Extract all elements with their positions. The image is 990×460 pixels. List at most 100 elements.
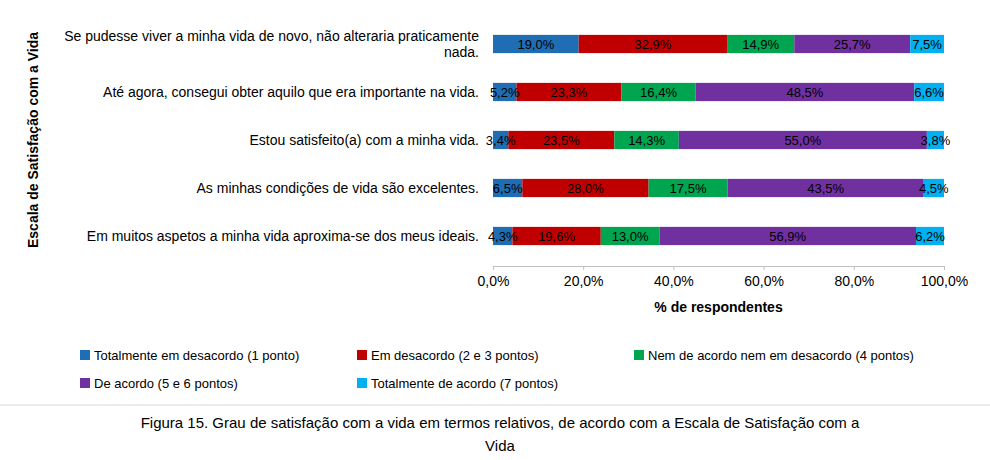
data-label: 56,9% [769, 229, 806, 244]
chart: 19,0% 5,2% 3,4% 6,5% 4,3% 32,9% 23,3% 23,5% 28,0… [0, 0, 990, 460]
data-label: 13,0% [612, 229, 649, 244]
tick-label: 40,0% [654, 273, 694, 289]
bars [493, 35, 944, 245]
tick-label: 0,0% [478, 273, 510, 289]
category-label: As minhas condições de vida são excelent… [197, 180, 480, 196]
data-label: 6,6% [914, 85, 944, 100]
bar [728, 179, 924, 197]
bar [727, 35, 794, 53]
data-label: 6,2% [915, 229, 945, 244]
bar [794, 35, 910, 53]
axis-line [493, 21, 494, 261]
bar [493, 179, 522, 197]
tick-mark [673, 266, 674, 270]
series-bars [659, 35, 926, 245]
axis-line [494, 267, 945, 271]
legend-item: Em desacordo (2 e 3 pontos) [357, 348, 539, 363]
bar [493, 35, 579, 53]
data-label: 23,5% [543, 133, 580, 148]
data-labels: 19,0% 5,2% 3,4% 6,5% 4,3% 32,9% 23,3% 23,5% 28,0… [486, 37, 951, 244]
tick: Se pudesse viver a minha vida de novo, n… [64, 28, 493, 61]
legend: Totalmente em desacordo (1 ponto) Em desa… [80, 348, 914, 391]
tick: Estou satisfeito(a) com a minha vida. [249, 132, 493, 148]
data-label: 19,6% [538, 229, 575, 244]
tick-mark [493, 266, 494, 270]
legend-swatch [357, 378, 367, 388]
bar [516, 83, 621, 101]
data-label: 3,8% [921, 133, 951, 148]
data-label: 19,0% [517, 37, 554, 52]
tick: 80,0% [834, 266, 874, 289]
bar [508, 131, 614, 149]
legend-label: Em desacordo (2 e 3 pontos) [371, 348, 539, 363]
bar [622, 83, 696, 101]
tick: 0,0% [478, 266, 510, 289]
legend-item: Totalmente em desacordo (1 ponto) [80, 348, 299, 363]
title: Figura 15. Grau de satisfação com a vida… [141, 414, 860, 454]
data-label: 6,5% [493, 181, 523, 196]
bar [601, 227, 660, 245]
data-label: 28,0% [567, 181, 604, 196]
bar [579, 35, 727, 53]
bar [649, 179, 728, 197]
legend-label: Totalmente de acordo (7 pontos) [371, 376, 558, 391]
legend-label: Totalmente em desacordo (1 ponto) [94, 348, 299, 363]
bar [695, 83, 914, 101]
legend-swatch [80, 378, 90, 388]
data-label: 23,3% [551, 85, 588, 100]
category-label: Em muitos aspetos a minha vida aproxima-… [87, 228, 479, 244]
legend-swatch [357, 350, 367, 360]
tick-label: 60,0% [744, 273, 784, 289]
tick-mark [854, 266, 855, 270]
bar [910, 35, 944, 53]
y-axis: Se pudesse viver a minha vida de novo, n… [64, 21, 493, 261]
tick-mark [764, 266, 765, 270]
tick-label: 100,0% [921, 273, 968, 289]
legend-item: Totalmente de acordo (7 pontos) [357, 376, 558, 391]
legend-swatch [80, 350, 90, 360]
bar [914, 83, 944, 101]
bar [614, 131, 678, 149]
data-label: 7,5% [912, 37, 942, 52]
bar [659, 227, 916, 245]
x-axis: 0,0% 20,0% 40,0% 60,0% 80,0% 100,0% [478, 266, 969, 289]
y-axis-title: Escala de Satisfação com a Vida [25, 32, 41, 248]
tick: 20,0% [564, 266, 604, 289]
tick-label: 80,0% [834, 273, 874, 289]
tick: 60,0% [744, 266, 784, 289]
legend-swatch [634, 350, 644, 360]
data-label: 32,9% [634, 37, 671, 52]
tick-mark [944, 266, 945, 270]
data-label: 14,9% [742, 37, 779, 52]
data-label: 16,4% [640, 85, 677, 100]
tick: 40,0% [654, 266, 694, 289]
data-label: 43,5% [807, 181, 844, 196]
category-label: Até agora, consegui obter aquilo que era… [103, 84, 479, 100]
legend-item: De acordo (5 e 6 pontos) [80, 376, 238, 391]
tick: Em muitos aspetos a minha vida aproxima-… [87, 228, 493, 244]
data-label: 48,5% [786, 85, 823, 100]
bar [512, 227, 600, 245]
data-label: 14,3% [628, 133, 665, 148]
data-label: 4,5% [919, 181, 949, 196]
x-axis-title: % de respondentes [654, 299, 783, 315]
tick: 100,0% [921, 266, 968, 289]
category-label: Se pudesse viver a minha vida de novo, n… [64, 28, 479, 61]
data-label: 3,4% [486, 133, 516, 148]
tick: As minhas condições de vida são excelent… [197, 180, 494, 196]
tick: Até agora, consegui obter aquilo que era… [103, 84, 493, 100]
data-label: 5,2% [490, 85, 520, 100]
legend-label: De acordo (5 e 6 pontos) [94, 376, 238, 391]
separator [0, 405, 990, 406]
data-label: 4,3% [488, 229, 518, 244]
bar [679, 131, 927, 149]
category-label: Estou satisfeito(a) com a minha vida. [249, 132, 479, 148]
data-label: 17,5% [670, 181, 707, 196]
tick-mark [583, 266, 584, 270]
data-label: 25,7% [834, 37, 871, 52]
tick-label: 20,0% [564, 273, 604, 289]
bar [522, 179, 648, 197]
legend-item: Nem de acordo nem em desacordo (4 pontos… [634, 348, 914, 363]
data-label: 55,0% [784, 133, 821, 148]
legend-label: Nem de acordo nem em desacordo (4 pontos… [648, 348, 914, 363]
